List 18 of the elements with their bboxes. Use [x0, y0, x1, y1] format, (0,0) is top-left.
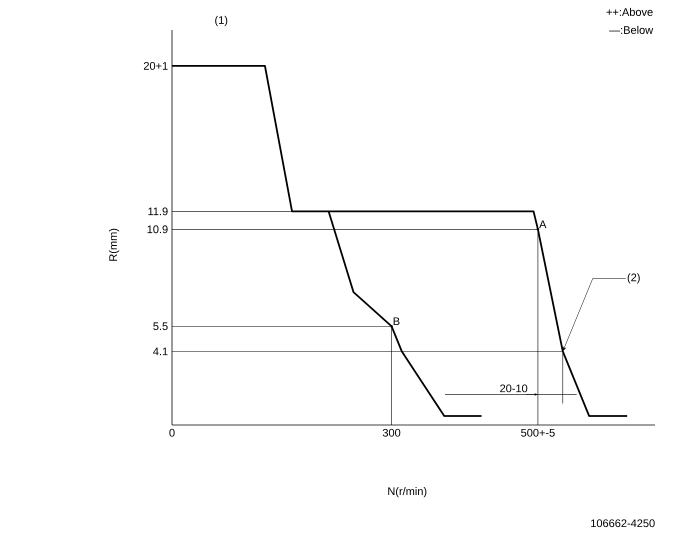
y-tick-label: 20+1 [144, 62, 168, 70]
y-tick-label: 11.9 [148, 207, 168, 216]
y-tick-label: 5.5 [153, 322, 168, 330]
text: (1) [215, 16, 228, 26]
x-axis-title: N(r/min) [388, 487, 426, 498]
x-tick-label: 300 [382, 428, 400, 437]
annotation: B [394, 317, 400, 326]
x-tick-label: 0 [169, 428, 175, 437]
y-tick-label: 4.1 [153, 348, 168, 356]
annotation: (2) [628, 273, 640, 284]
x-tick-label: 500+-5 [521, 428, 555, 437]
y-axis-title: R(mm) [108, 228, 120, 261]
text: 106662-4250 [591, 519, 655, 528]
y-tick-label: 10.9 [148, 225, 168, 234]
text: ++:Above [606, 8, 653, 16]
annotation: A [539, 220, 546, 228]
annotation: —:Below [609, 26, 654, 34]
annotation: 20-10 [500, 384, 528, 392]
